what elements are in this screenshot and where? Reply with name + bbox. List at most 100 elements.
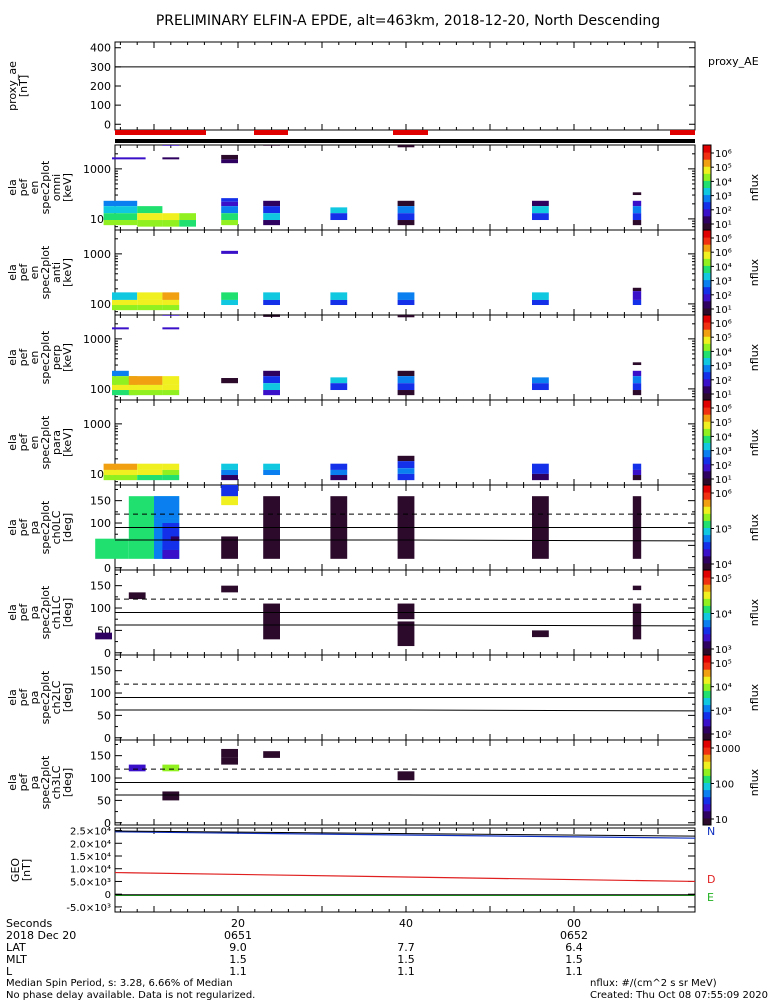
spectrogram-cell (632, 206, 642, 214)
x-axis-tick-label: 0651 (224, 929, 252, 942)
spectrogram-cell (112, 327, 129, 330)
x-axis-tick-label: 1.5 (397, 953, 415, 966)
spectrogram-cell (137, 469, 163, 476)
colorbar-segment (703, 669, 711, 677)
y-axis-label: omni (50, 174, 63, 201)
colorbar-segment (703, 350, 711, 358)
colorbar-label: nflux (748, 428, 761, 456)
y-axis-label: spec2plot (39, 500, 52, 554)
spectrogram-cell (632, 220, 642, 226)
spectrogram-cell (330, 213, 348, 221)
x-axis-tick-label: 9.0 (229, 941, 247, 954)
colorbar-tick-label: 10⁵ (715, 333, 732, 344)
colorbar-segment (703, 711, 711, 720)
spectrogram-cell (162, 384, 180, 391)
y-axis-label: [deg] (61, 513, 74, 542)
colorbar-segment (703, 506, 711, 514)
colorbar-segment (703, 683, 711, 691)
spectrogram-cell (330, 292, 348, 300)
colorbar-segment (703, 187, 711, 196)
y-axis-label: pa (28, 521, 41, 535)
colorbar-segment (703, 796, 711, 805)
geo-line-D (114, 871, 696, 883)
colorbar-segment (703, 449, 711, 458)
spectrogram-cell (162, 791, 180, 801)
colorbar-segment (703, 378, 711, 387)
y-axis-label: [keV] (61, 173, 74, 202)
y-axis-label: en (28, 181, 41, 195)
spectrogram-cell (263, 390, 280, 396)
y-tick-label: 100 (90, 99, 111, 112)
colorbar-segment (703, 336, 711, 344)
colorbar-segment (703, 754, 711, 762)
y-axis-label: GEO (9, 858, 22, 882)
colorbar-tick-label: 10⁵ (715, 659, 732, 670)
spectrogram-cell (112, 157, 146, 160)
colorbar-tick-label: 10⁶ (715, 149, 732, 160)
y-tick-label: 0 (104, 732, 111, 745)
spectrogram-cell (162, 305, 180, 311)
data-coverage-bar (254, 130, 288, 135)
y-tick-label: 1000 (83, 333, 111, 346)
spectrogram-cell (263, 370, 280, 377)
spectrogram-cell (103, 200, 138, 207)
colorbar-segment (703, 180, 711, 188)
spectrogram-cell (95, 538, 129, 559)
spectrogram-cell (112, 376, 138, 385)
spectrogram-cell (263, 463, 280, 470)
spectrogram-cell (103, 469, 138, 476)
y-tick-label: 1000 (83, 163, 111, 176)
y-tick-label: -5.0×10³ (66, 903, 111, 914)
y-axis-label: ela (6, 689, 19, 706)
spectrogram-cell (221, 757, 238, 765)
spectrogram-cell (632, 200, 642, 207)
y-tick-label: 2.5×10⁴ (70, 827, 111, 838)
y-axis-label: ch1LC (50, 595, 63, 629)
colorbar-segment (703, 555, 711, 564)
spectrogram-cell (221, 154, 238, 160)
y-axis-label: anti (50, 262, 63, 283)
y-tick-label: 150 (90, 495, 111, 508)
footer-created: Created: Thu Oct 08 07:55:09 2020 (590, 990, 768, 1000)
colorbar-label: nflux (748, 513, 761, 541)
colorbar-label: nflux (748, 343, 761, 371)
colorbar-segment (703, 329, 711, 337)
spectrogram-cell (112, 390, 138, 396)
colorbar-tick-label: 10 (715, 815, 728, 826)
spectrogram-cell (330, 475, 348, 481)
footer-spin-period: Median Spin Period, s: 3.28, 6.66% of Me… (6, 978, 233, 989)
y-axis-label: spec2plot (39, 670, 52, 724)
spectrogram-cell (632, 390, 642, 396)
y-axis-label: pa (28, 691, 41, 705)
spectrogram-cell (221, 748, 238, 758)
spectrogram-cell (632, 192, 642, 196)
y-axis-label: spec2plot (39, 245, 52, 299)
y-axis-label: spec2plot (39, 330, 52, 384)
spectrogram-cell (162, 764, 180, 772)
spectrogram-cell (162, 390, 180, 396)
x-axis-row-label: 2018 Dec 20 (6, 929, 76, 942)
spectrogram-cell (263, 220, 280, 226)
y-tick-label: 50 (97, 794, 111, 807)
spectrogram-cell (162, 315, 180, 316)
spectrogram-cell (179, 220, 196, 227)
spectrogram-cell (632, 383, 642, 391)
colorbar-segment (703, 598, 711, 606)
colorbar-tick-label: 10³ (715, 447, 732, 458)
colorbar-segment (703, 591, 711, 599)
colorbar-segment (703, 633, 711, 642)
panel-frame-proxy_ae (114, 41, 696, 131)
spectrogram-cell (162, 469, 180, 476)
colorbar-segment (703, 520, 711, 528)
y-axis-label: pef (17, 518, 30, 537)
spectrogram-cell (330, 299, 348, 306)
y-tick-label: 400 (90, 42, 111, 55)
y-axis-label: spec2plot (39, 415, 52, 469)
spectrogram-cell (221, 378, 238, 384)
proxy-ae-legend: proxy_AE (708, 55, 759, 68)
x-axis-row-label: Seconds (6, 917, 52, 930)
y-axis-label: ela (6, 434, 19, 451)
y-axis-label: en (28, 351, 41, 365)
colorbar-segment (703, 159, 711, 167)
colorbar-tick-label: 10² (715, 291, 732, 302)
